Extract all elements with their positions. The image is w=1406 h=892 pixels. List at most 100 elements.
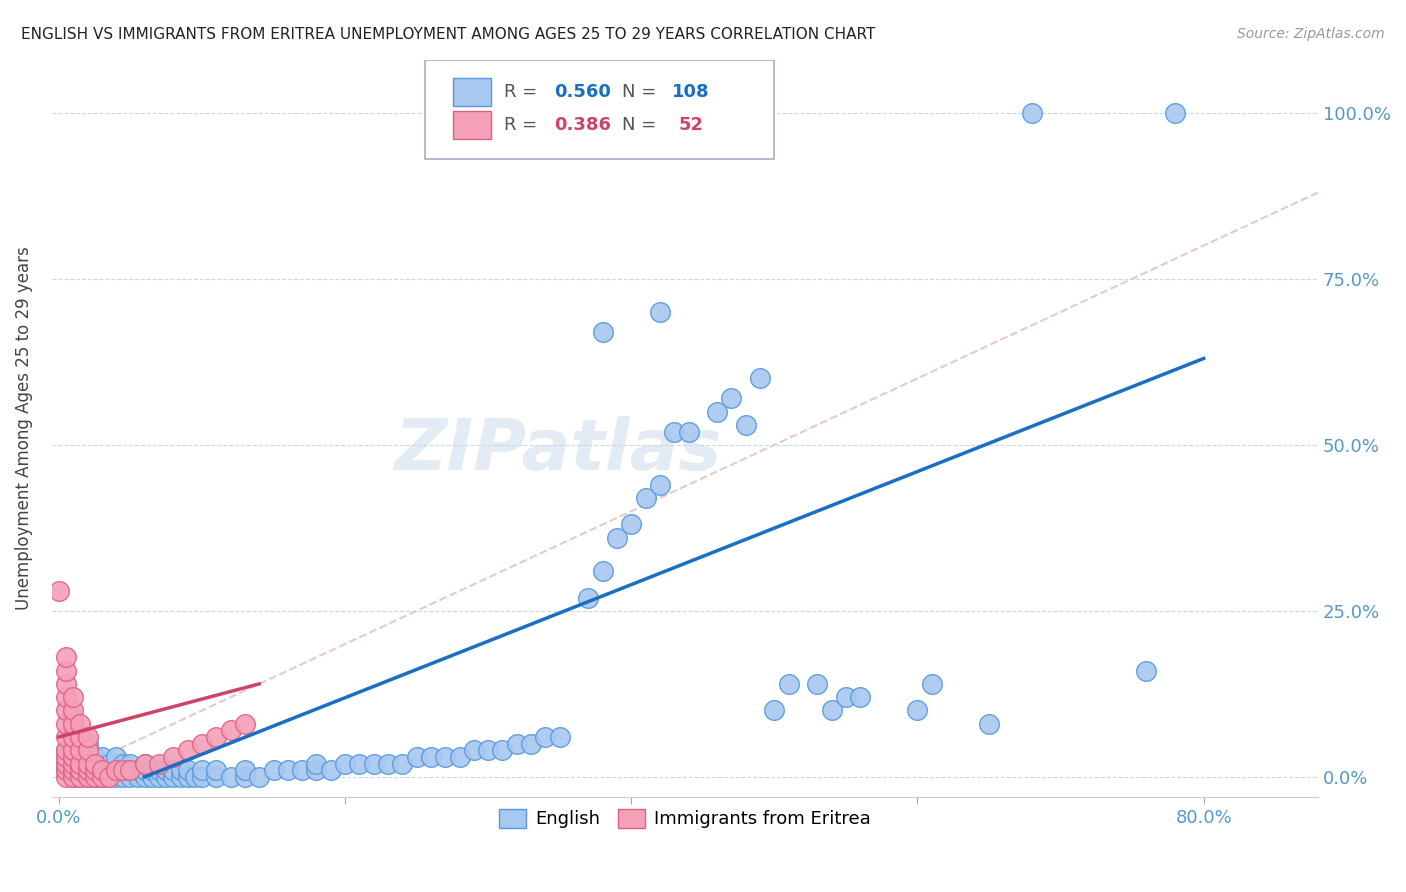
Point <box>69 756 91 771</box>
Point <box>62 730 84 744</box>
Point <box>127 770 149 784</box>
Point <box>112 763 135 777</box>
Point <box>83 770 105 784</box>
Point <box>835 690 858 705</box>
Point <box>105 763 128 777</box>
Point <box>363 756 385 771</box>
Point <box>62 716 84 731</box>
Point <box>69 743 91 757</box>
Point <box>55 730 77 744</box>
Point <box>420 750 443 764</box>
Point <box>120 763 142 777</box>
Point <box>62 756 84 771</box>
Point <box>169 763 191 777</box>
Point <box>76 770 98 784</box>
Point <box>219 723 242 738</box>
Text: R =: R = <box>503 116 537 134</box>
Point <box>648 477 671 491</box>
Point <box>112 763 135 777</box>
Point <box>219 770 242 784</box>
Point <box>820 703 842 717</box>
Point <box>69 743 91 757</box>
Point <box>90 763 112 777</box>
Point <box>62 743 84 757</box>
Point <box>191 770 214 784</box>
Point <box>277 763 299 777</box>
Text: R =: R = <box>503 83 537 101</box>
Point <box>62 710 84 724</box>
Point <box>62 770 84 784</box>
Point <box>55 750 77 764</box>
Point <box>55 763 77 777</box>
Point <box>69 730 91 744</box>
Point <box>105 756 128 771</box>
Point <box>921 677 943 691</box>
Point <box>62 737 84 751</box>
Point <box>127 763 149 777</box>
Point <box>55 650 77 665</box>
Text: Source: ZipAtlas.com: Source: ZipAtlas.com <box>1237 27 1385 41</box>
Point <box>69 750 91 764</box>
Point <box>83 756 105 771</box>
Point <box>263 763 285 777</box>
Point <box>391 756 413 771</box>
Point <box>191 763 214 777</box>
Point <box>463 743 485 757</box>
Point <box>148 756 170 771</box>
Point <box>69 763 91 777</box>
Point <box>69 756 91 771</box>
Point <box>76 743 98 757</box>
Point <box>205 763 228 777</box>
Point <box>120 770 142 784</box>
Text: 52: 52 <box>679 116 703 134</box>
Point <box>162 763 184 777</box>
Point <box>76 770 98 784</box>
Point <box>333 756 356 771</box>
Point <box>491 743 513 757</box>
Point <box>76 737 98 751</box>
Point <box>233 770 256 784</box>
Point <box>90 750 112 764</box>
Point <box>176 763 198 777</box>
Point <box>134 756 156 771</box>
Point <box>62 703 84 717</box>
Point <box>176 770 198 784</box>
Point <box>349 756 371 771</box>
Point <box>706 404 728 418</box>
Point <box>169 770 191 784</box>
Point <box>134 763 156 777</box>
Point <box>69 770 91 784</box>
Point <box>83 763 105 777</box>
Point <box>678 105 700 120</box>
Point <box>69 770 91 784</box>
Point <box>778 677 800 691</box>
Point <box>69 763 91 777</box>
Point <box>76 743 98 757</box>
Point <box>233 716 256 731</box>
Point <box>434 750 457 764</box>
Point <box>849 690 872 705</box>
Point <box>534 730 557 744</box>
Point <box>55 756 77 771</box>
Point <box>76 763 98 777</box>
Point <box>734 417 756 432</box>
Point <box>405 750 427 764</box>
Point <box>55 770 77 784</box>
Point <box>134 756 156 771</box>
Point <box>648 305 671 319</box>
Point <box>120 763 142 777</box>
Point <box>83 763 105 777</box>
Point <box>55 716 77 731</box>
Point <box>634 491 657 505</box>
Point <box>907 703 929 717</box>
Point <box>69 716 91 731</box>
Point <box>98 756 121 771</box>
Point <box>76 756 98 771</box>
Point <box>377 756 399 771</box>
Text: ZIPatlas: ZIPatlas <box>395 416 723 485</box>
Point <box>55 763 77 777</box>
Point <box>162 770 184 784</box>
Point <box>664 105 686 120</box>
Point <box>55 743 77 757</box>
Point <box>305 756 328 771</box>
